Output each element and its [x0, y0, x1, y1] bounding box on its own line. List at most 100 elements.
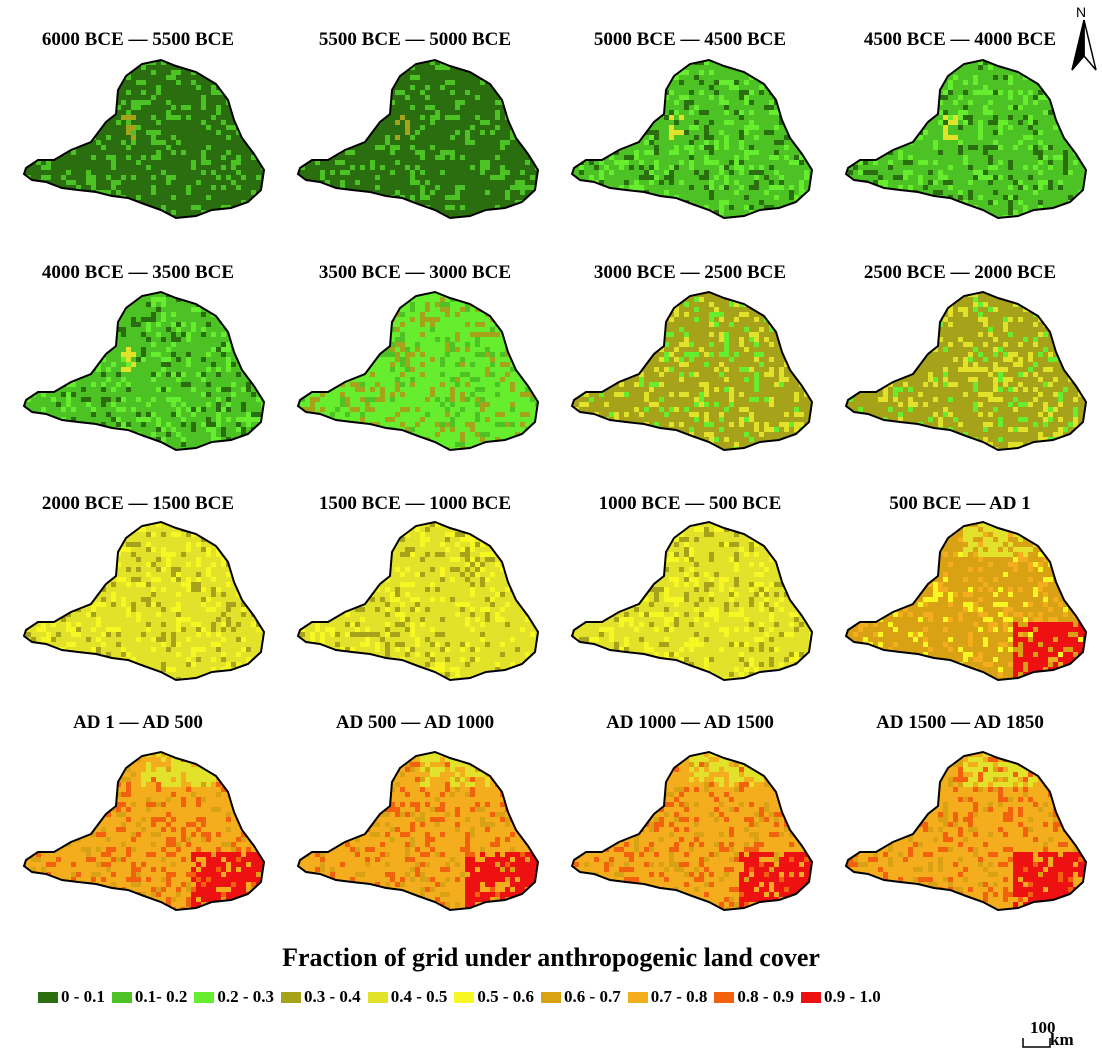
- grid-cell: [226, 357, 231, 362]
- grid-cell: [156, 637, 161, 642]
- grid-cell: [171, 632, 176, 637]
- grid-cell: [1083, 317, 1086, 322]
- grid-cell: [355, 437, 360, 442]
- grid-cell: [221, 185, 226, 190]
- grid-cell: [769, 292, 774, 297]
- grid-cell: [709, 150, 714, 155]
- grid-cell: [938, 297, 943, 302]
- grid-cell: [734, 302, 739, 307]
- grid-cell: [943, 200, 948, 205]
- grid-cell: [340, 322, 345, 327]
- grid-cell: [340, 587, 345, 592]
- grid-cell: [116, 372, 121, 377]
- grid-cell: [271, 652, 276, 657]
- grid-cell: [415, 437, 420, 442]
- grid-cell: [216, 175, 221, 180]
- grid-cell: [1078, 100, 1083, 105]
- grid-cell: [754, 70, 759, 75]
- grid-cell: [315, 200, 320, 205]
- grid-cell: [405, 165, 410, 170]
- grid-cell: [251, 512, 256, 517]
- grid-cell: [355, 622, 360, 627]
- grid-cell: [1018, 282, 1023, 287]
- grid-cell: [918, 437, 923, 442]
- panel-map: [844, 282, 1088, 452]
- grid-cell: [883, 65, 888, 70]
- grid-cell: [724, 80, 729, 85]
- grid-cell: [794, 135, 799, 140]
- grid-cell: [963, 110, 968, 115]
- grid-cell: [1068, 85, 1073, 90]
- grid-cell: [196, 65, 201, 70]
- grid-cell: [858, 90, 863, 95]
- grid-cell: [41, 447, 46, 450]
- grid-cell: [246, 522, 251, 527]
- grid-cell: [764, 75, 769, 80]
- grid-cell: [1083, 447, 1086, 450]
- grid-cell: [51, 337, 56, 342]
- grid-cell: [61, 652, 66, 657]
- grid-cell: [943, 125, 948, 130]
- grid-cell: [609, 352, 614, 357]
- grid-cell: [1068, 347, 1073, 352]
- grid-cell: [231, 392, 236, 397]
- grid-cell: [669, 175, 674, 180]
- grid-cell: [46, 85, 51, 90]
- grid-cell: [480, 160, 485, 165]
- grid-cell: [574, 337, 579, 342]
- grid-cell: [709, 312, 714, 317]
- grid-cell: [146, 532, 151, 537]
- grid-cell: [644, 80, 649, 85]
- grid-cell: [176, 567, 181, 572]
- grid-cell: [1018, 140, 1023, 145]
- grid-cell: [410, 352, 415, 357]
- grid-cell: [584, 297, 589, 302]
- grid-cell: [604, 200, 609, 205]
- grid-cell: [201, 372, 206, 377]
- grid-cell: [241, 427, 246, 432]
- grid-cell: [126, 75, 131, 80]
- grid-cell: [91, 70, 96, 75]
- grid-cell: [863, 55, 868, 60]
- grid-cell: [639, 337, 644, 342]
- grid-cell: [535, 95, 538, 100]
- grid-cell: [754, 357, 759, 362]
- grid-cell: [196, 517, 201, 522]
- grid-cell: [36, 160, 41, 165]
- grid-cell: [1073, 292, 1078, 297]
- grid-cell: [794, 195, 799, 200]
- grid-cell: [176, 617, 181, 622]
- grid-cell: [1083, 110, 1086, 115]
- grid-cell: [1023, 100, 1028, 105]
- grid-cell: [440, 307, 445, 312]
- grid-cell: [998, 60, 1003, 65]
- grid-cell: [380, 145, 385, 150]
- grid-cell: [654, 367, 659, 372]
- grid-cell: [993, 190, 998, 195]
- grid-cell: [579, 125, 584, 130]
- grid-cell: [814, 427, 819, 432]
- grid-cell: [699, 80, 704, 85]
- grid-cell: [256, 677, 261, 680]
- grid-cell: [71, 417, 76, 422]
- grid-cell: [719, 200, 724, 205]
- grid-cell: [744, 205, 749, 210]
- grid-cell: [455, 442, 460, 447]
- grid-cell: [181, 617, 186, 622]
- grid-cell: [410, 597, 415, 602]
- grid-cell: [1033, 342, 1038, 347]
- grid-cell: [510, 442, 515, 447]
- grid-cell: [838, 175, 843, 180]
- grid-cell: [56, 60, 61, 65]
- grid-cell: [116, 632, 121, 637]
- grid-cell: [674, 347, 679, 352]
- grid-cell: [858, 382, 863, 387]
- grid-cell: [425, 637, 430, 642]
- grid-cell: [298, 352, 300, 357]
- grid-cell: [1038, 392, 1043, 397]
- grid-cell: [759, 297, 764, 302]
- grid-cell: [714, 145, 719, 150]
- grid-cell: [470, 562, 475, 567]
- grid-cell: [535, 442, 538, 447]
- grid-cell: [709, 95, 714, 100]
